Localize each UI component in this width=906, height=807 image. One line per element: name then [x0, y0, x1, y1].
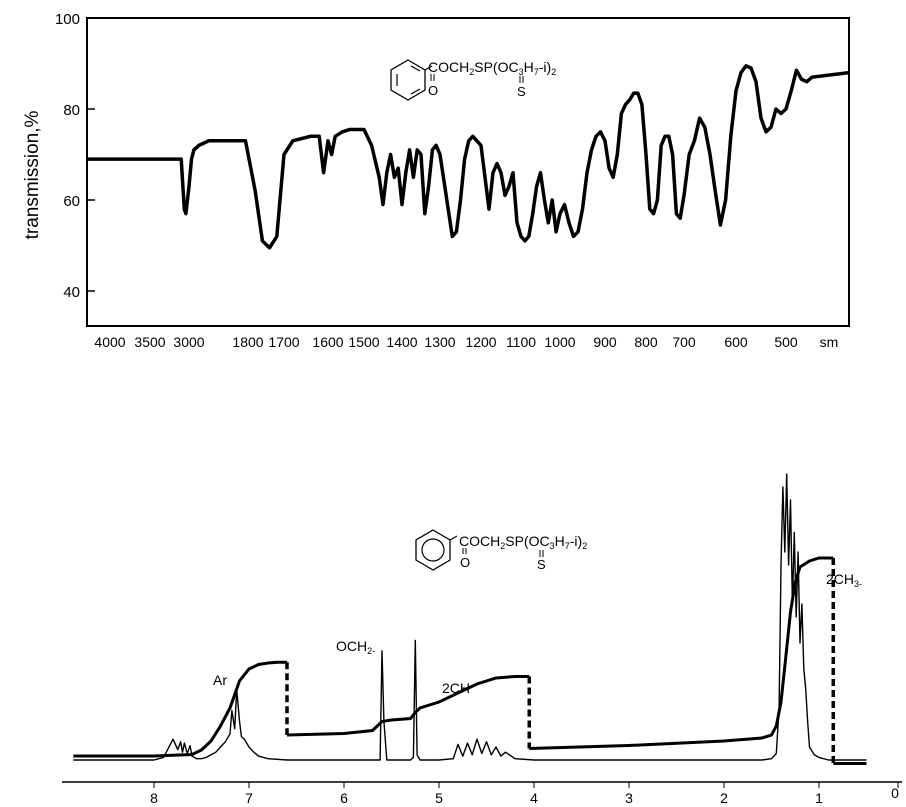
- carbonyl-oxygen: O: [428, 83, 438, 98]
- thiono-sulfur: S: [517, 84, 526, 99]
- x-tick-label: 800: [634, 334, 658, 350]
- x-tick-label: 1800: [232, 334, 263, 350]
- x-tick-label: 1500: [348, 334, 379, 350]
- x-tick-label: 3: [625, 790, 633, 806]
- peak-label-methine: 2CH: [442, 680, 470, 696]
- x-tick-label: 1200: [465, 334, 496, 350]
- nmr-integral-curve: [529, 556, 834, 750]
- y-tick-label: 40: [63, 284, 80, 301]
- nmr-chart: 8 7 6 5 4 3 2 1 0 Ar OCH2- 2CH 2CH3-: [62, 473, 902, 806]
- x-tick-label: 1100: [506, 334, 536, 350]
- ir-chart: transmission,% 100 80 60 40 4000 3500 30…: [22, 11, 850, 350]
- x-unit-label: sm: [820, 334, 839, 350]
- x-tick-label: 500: [774, 334, 798, 350]
- x-tick-label: 1000: [544, 334, 575, 350]
- x-tick-label: 2: [720, 790, 728, 806]
- nmr-integral-curve: [286, 675, 530, 737]
- peak-label-methylene: OCH2-: [336, 638, 375, 656]
- carbonyl-oxygen: O: [460, 555, 470, 570]
- y-tick-label: 80: [63, 102, 80, 119]
- thiono-sulfur: S: [537, 557, 546, 572]
- x-tick-label: 0: [891, 785, 899, 801]
- y-tick-label: 60: [63, 193, 80, 210]
- x-tick-label: 600: [724, 334, 748, 350]
- ir-x-tick-labels: 4000 3500 3000 1800 1700 1600 1500 1400 …: [94, 334, 838, 350]
- x-tick-label: 4: [530, 790, 538, 806]
- nmr-spectrum-line: [73, 473, 867, 761]
- ir-molecule-label: O COCH2SP(OC3H7-i)2 S: [390, 59, 556, 101]
- x-tick-label: 700: [672, 334, 696, 350]
- ir-y-axis-label: transmission,%: [22, 110, 43, 239]
- peak-label-methyl: 2CH3-: [826, 571, 862, 589]
- ir-y-ticks: 100 80 60 40: [55, 11, 95, 301]
- x-tick-label: 1700: [268, 334, 299, 350]
- x-tick-label: 900: [593, 334, 617, 350]
- x-tick-label: 7: [245, 790, 253, 806]
- nmr-integral-steps: [285, 558, 835, 764]
- x-tick-label: 5: [435, 790, 443, 806]
- ir-plot-frame: [86, 17, 850, 327]
- benzene-ring-icon: [390, 59, 433, 101]
- x-tick-label: 1300: [424, 334, 455, 350]
- x-tick-label: 4000: [94, 334, 125, 350]
- peak-label-aromatic: Ar: [213, 672, 227, 688]
- x-tick-label: 1600: [312, 334, 343, 350]
- nmr-molecule-label: O COCH2SP(OC3H7-i)2 S: [415, 529, 587, 572]
- y-tick-label: 100: [55, 11, 80, 28]
- benzene-ring-icon: [415, 529, 458, 571]
- x-tick-label: 8: [150, 790, 158, 806]
- x-tick-label: 1: [815, 790, 823, 806]
- molecule-formula: COCH2SP(OC3H7-i)2: [459, 533, 587, 551]
- ir-spectrum-line: [87, 64, 850, 250]
- nmr-integral-curve: [73, 660, 287, 758]
- x-tick-label: 6: [340, 790, 348, 806]
- molecule-formula: COCH2SP(OC3H7-i)2: [428, 59, 556, 77]
- x-tick-label: 3000: [173, 334, 204, 350]
- nmr-x-ticks: 8 7 6 5 4 3 2 1 0: [150, 782, 899, 806]
- x-tick-label: 3500: [134, 334, 165, 350]
- x-tick-label: 1400: [386, 334, 417, 350]
